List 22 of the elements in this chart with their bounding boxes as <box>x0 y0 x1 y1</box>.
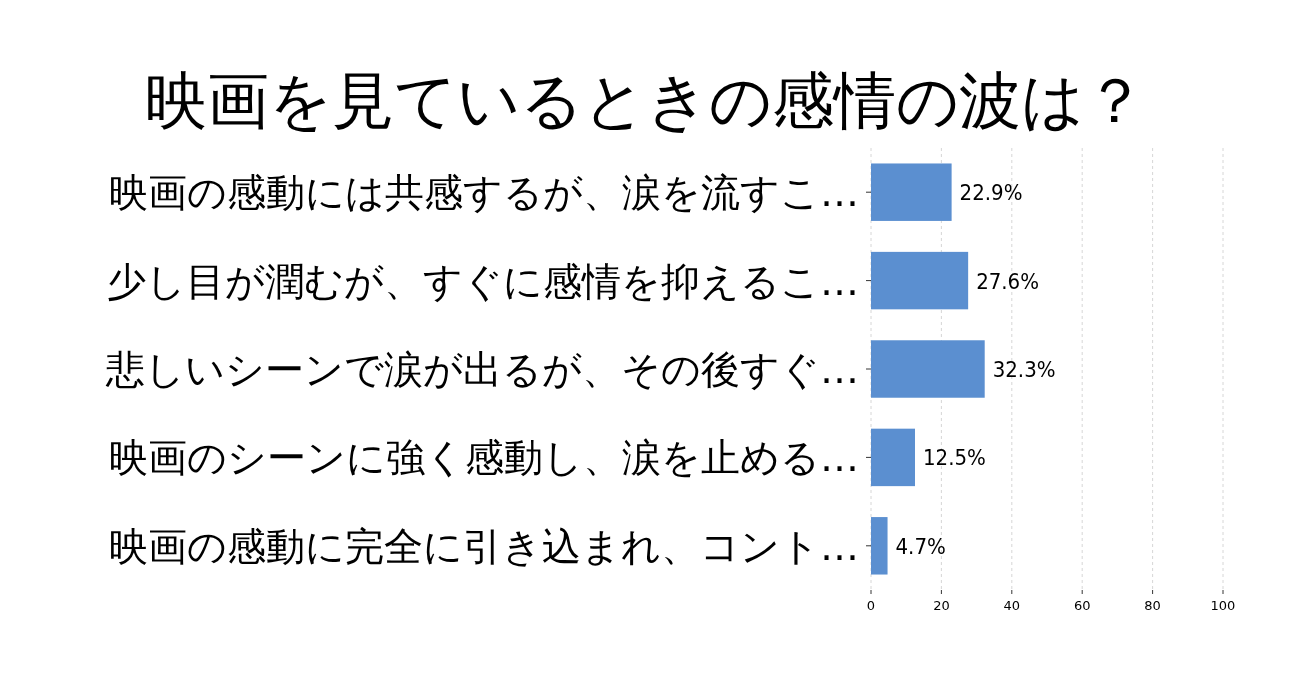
data-label: 4.7% <box>895 533 946 559</box>
bar <box>871 340 985 398</box>
data-label: 27.6% <box>976 268 1040 294</box>
bar <box>871 517 888 575</box>
bar <box>871 163 952 221</box>
data-label: 32.3% <box>992 357 1056 382</box>
y-tick-label: 映画のシーンに強く感動し、涙を止める… <box>109 435 859 481</box>
data-label: 12.5% <box>923 445 986 471</box>
x-tick-label: 80 <box>1144 598 1161 613</box>
x-tick-label: 40 <box>1003 598 1021 613</box>
y-tick-label: 悲しいシーンで涙が出るが、その後すぐ… <box>105 347 859 392</box>
data-label: 22.9% <box>959 180 1023 206</box>
bar <box>871 428 915 487</box>
chart-title: 映画を見ているときの感情の波は？ <box>144 64 1146 137</box>
x-tick-label: 0 <box>866 598 876 613</box>
x-tick-label: 60 <box>1073 598 1091 613</box>
y-tick-label: 映画の感動に完全に引き込まれ、コント… <box>109 523 859 569</box>
y-tick-label: 少し目が潤むが、すぐに感情を抑えるこ… <box>107 258 859 304</box>
x-tick-label: 20 <box>933 598 950 613</box>
y-tick-label: 映画の感動には共感するが、涙を流すこ… <box>109 170 859 216</box>
x-tick-label: 100 <box>1210 598 1236 613</box>
bar <box>871 251 969 310</box>
